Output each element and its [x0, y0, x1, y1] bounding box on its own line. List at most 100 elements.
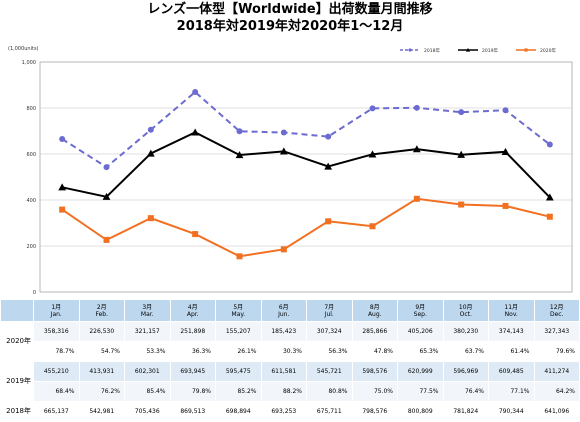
data-point — [457, 150, 466, 158]
data-point — [368, 150, 377, 158]
value-cell: 609,485 — [488, 361, 535, 382]
value-cell: 869,513 — [169, 401, 216, 422]
data-point — [191, 128, 200, 136]
y-unit-label: (1,000units) — [8, 46, 39, 52]
data-point — [146, 149, 155, 157]
legend-marker — [465, 47, 471, 52]
data-point — [458, 201, 465, 208]
ratio-cell: 79.8% — [169, 381, 216, 402]
series-line — [61, 90, 551, 169]
data-point — [502, 107, 509, 114]
value-cell: 327,343 — [533, 321, 580, 342]
value-cell: 641,096 — [533, 401, 580, 422]
data-point — [236, 128, 243, 135]
ratio-cell: 53.3% — [124, 341, 171, 362]
ratio-cell: 61.4% — [488, 341, 535, 362]
data-point — [102, 192, 111, 200]
legend-label: 2018年 — [424, 47, 440, 54]
ratio-cell: 30.3% — [260, 341, 307, 362]
y-tick-label: 1,000 — [22, 60, 36, 66]
ratio-cell: 76.4% — [442, 381, 489, 402]
row-label: 2019年 — [0, 361, 34, 402]
ratio-cell: 85.4% — [124, 381, 171, 402]
data-point — [413, 195, 420, 202]
ratio-cell: 76.2% — [78, 381, 125, 402]
header-corner — [0, 299, 34, 322]
value-cell: 693,945 — [169, 361, 216, 382]
data-point — [546, 141, 553, 148]
ratio-cell: 77.1% — [488, 381, 535, 402]
row-label: 2020年 — [0, 321, 34, 362]
ratio-cell: 79.6% — [533, 341, 580, 362]
value-cell: 185,423 — [260, 321, 307, 342]
value-cell: 598,576 — [351, 361, 398, 382]
ratio-cell: 64.2% — [533, 381, 580, 402]
y-tick-label: 600 — [26, 152, 36, 158]
data-point — [545, 193, 554, 201]
month-header: 6月 Jun. — [260, 299, 307, 322]
data-point — [103, 236, 110, 243]
line-chart: 0 200 400 600 800 1,000 (1,000units) 2018年 2019年… — [8, 46, 573, 296]
value-cell: 285,866 — [351, 321, 398, 342]
table-row: 68.4% 76.2% 85.4% 79.8% 85.2% 88.2% 80.8% 75.0%… — [1, 381, 580, 402]
y-tick-label: 800 — [26, 106, 36, 112]
ratio-cell: 68.4% — [33, 381, 80, 402]
month-header: 5月 May. — [215, 299, 262, 322]
value-cell: 693,253 — [260, 401, 307, 422]
data-point — [458, 109, 465, 116]
data-point — [192, 231, 199, 238]
data-point — [369, 223, 376, 230]
month-header: 9月 Sep. — [397, 299, 444, 322]
value-cell: 413,931 — [78, 361, 125, 382]
data-point — [324, 162, 333, 170]
value-cell: 321,157 — [124, 321, 171, 342]
table-header-row: 1月 Jan. 2月 Feb. 3月 Mar. 4月 Apr. 5月 May. 6月 Jun. 7月 Ju… — [0, 299, 580, 322]
value-cell: 800,809 — [397, 401, 444, 422]
ratio-cell: 85.2% — [215, 381, 262, 402]
y-tick-label: 200 — [26, 244, 36, 250]
value-cell: 798,576 — [351, 401, 398, 422]
data-point — [501, 147, 510, 155]
value-cell: 698,894 — [215, 401, 262, 422]
ratio-cell: 75.0% — [351, 381, 398, 402]
data-point — [546, 213, 553, 220]
month-header: 12月 Dec. — [533, 299, 580, 322]
data-point — [412, 145, 421, 153]
table-row: 2018年 665,137 542,981 705,436 869,513 698,894… — [0, 401, 580, 422]
data-point — [59, 136, 66, 143]
data-point — [280, 129, 287, 136]
ratio-cell: 56.3% — [306, 341, 353, 362]
y-tick-label: 0 — [33, 290, 36, 296]
data-point — [279, 147, 288, 155]
table-row: 2020年 358,316 226,530 321,157 251,898 155,207… — [0, 321, 580, 362]
month-header: 3月 Mar. — [124, 299, 171, 322]
row-label: 2018年 — [0, 401, 34, 422]
value-cell: 611,581 — [260, 361, 307, 382]
ratio-cell: 63.7% — [442, 341, 489, 362]
value-cell: 455,210 — [33, 361, 80, 382]
value-cell: 405,206 — [397, 321, 444, 342]
value-cell: 790,344 — [488, 401, 535, 422]
ratio-cell: 54.7% — [78, 341, 125, 362]
ratio-cell: 65.3% — [397, 341, 444, 362]
table-row: 2019年 455,210 413,931 602,301 693,945 595,475… — [0, 361, 580, 402]
month-header: 11月 Nov. — [488, 299, 535, 322]
month-header: 7月 Jul. — [306, 299, 353, 322]
data-point — [235, 151, 244, 159]
ratio-cell: 80.8% — [306, 381, 353, 402]
ratio-cell: 78.7% — [33, 341, 80, 362]
data-point — [325, 218, 332, 225]
ratio-cell: 77.5% — [397, 381, 444, 402]
value-cell: 411,274 — [533, 361, 580, 382]
data-point — [280, 246, 287, 253]
data-point — [59, 206, 66, 213]
ratio-cell: 26.1% — [215, 341, 262, 362]
value-cell: 596,969 — [442, 361, 489, 382]
data-point — [413, 104, 420, 111]
value-cell: 595,475 — [215, 361, 262, 382]
series-line — [61, 131, 551, 199]
data-table: 1月 Jan. 2月 Feb. 3月 Mar. 4月 Apr. 5月 May. 6月 Jun. 7月 Ju… — [0, 299, 580, 422]
month-header: 2月 Feb. — [78, 299, 125, 322]
month-header: 10月 Oct. — [442, 299, 489, 322]
value-cell: 307,324 — [306, 321, 353, 342]
